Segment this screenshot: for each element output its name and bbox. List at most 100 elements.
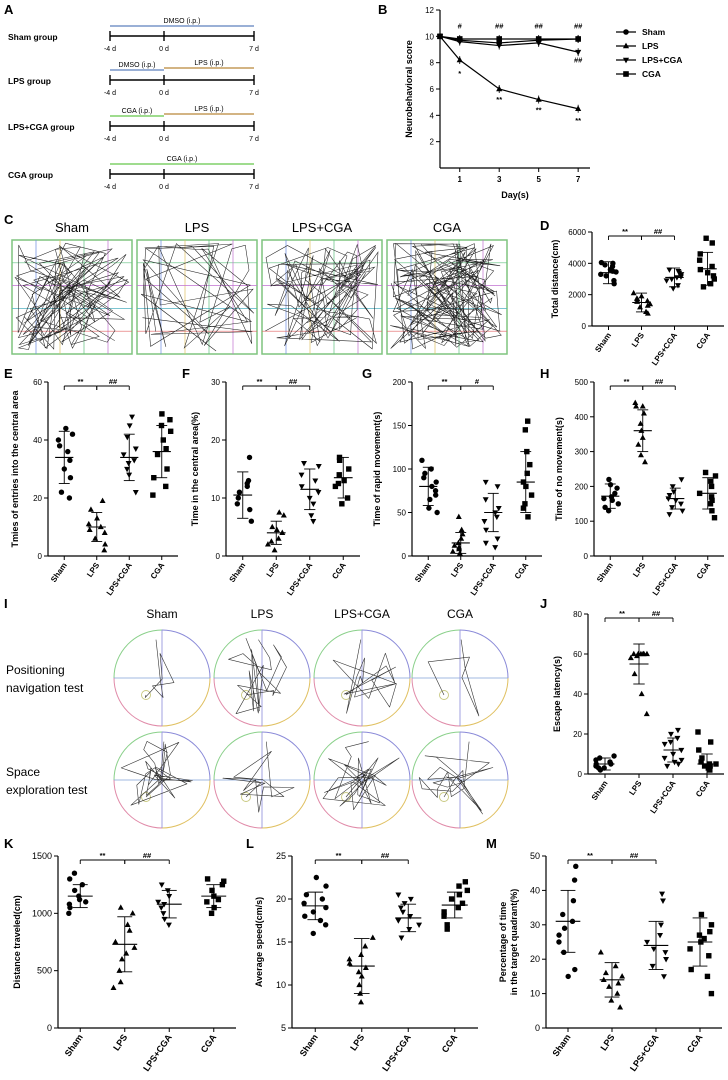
x-tick-label: CGA [199, 1032, 219, 1055]
data-point [56, 443, 63, 449]
y-tick-label: 6000 [568, 228, 586, 237]
data-point [637, 420, 644, 426]
data-point [66, 495, 73, 501]
data-point [708, 494, 715, 500]
data-point [630, 289, 637, 296]
data-point [520, 505, 527, 511]
pool-quadrant-edge [113, 731, 163, 781]
y-axis-label: Time in the central area(%) [190, 412, 200, 526]
y-tick-label: 30 [530, 920, 540, 930]
data-point [522, 427, 529, 433]
data-point [160, 437, 166, 443]
x-tick-label: CGA [330, 561, 348, 581]
y-axis-label: Neurobehavioral score [404, 40, 414, 138]
data-point [449, 548, 456, 554]
data-point [696, 257, 703, 263]
data-point [522, 501, 528, 507]
pool-quadrant-edge [261, 677, 311, 727]
data-point [640, 650, 647, 657]
pool-quadrant-edge [361, 779, 411, 829]
data-point [535, 96, 542, 102]
y-tick-label: 10 [425, 32, 434, 41]
y-tick-label: 10 [530, 989, 540, 999]
x-tick-label: LPS+CGA [648, 779, 677, 815]
x-axis-label: Day(s) [501, 190, 529, 200]
data-point [422, 470, 428, 477]
pool-quadrant-edge [459, 629, 509, 679]
data-point [605, 508, 612, 514]
data-point [708, 922, 715, 928]
x-tick-label: LPS [85, 560, 102, 578]
significance-mark: ## [574, 56, 583, 65]
y-tick-label: 40 [573, 690, 582, 699]
data-point [633, 403, 640, 409]
data-point [524, 418, 531, 424]
significance-mark: ## [655, 377, 664, 386]
panel-label-d: D [540, 218, 550, 233]
significance-mark: ## [654, 227, 663, 236]
legend-label: LPS [642, 41, 659, 51]
data-point [441, 909, 447, 915]
data-point [407, 896, 414, 903]
data-point [701, 763, 708, 769]
data-point [346, 466, 352, 472]
pool-quadrant-edge [459, 779, 509, 829]
y-tick-label: 100 [575, 517, 589, 526]
data-point [159, 411, 165, 417]
data-point [573, 863, 579, 870]
significance-mark: ** [496, 95, 502, 104]
data-point [707, 281, 714, 287]
data-point [661, 755, 668, 762]
significance-mark: ## [652, 609, 661, 618]
data-point [678, 477, 685, 483]
pool-quadrant-edge [113, 629, 163, 679]
data-point [709, 240, 715, 246]
maze-pool [411, 731, 509, 829]
data-point [322, 922, 329, 928]
y-axis-label: Distance traveled(cm) [12, 895, 22, 989]
data-point [66, 910, 72, 917]
data-point [598, 259, 605, 266]
platform-marker [141, 792, 151, 802]
x-tick-label: LPS+CGA [285, 561, 314, 597]
x-tick-label: Sham [595, 561, 615, 584]
data-point [215, 896, 222, 903]
timeline-tick-label: 7 d [249, 46, 259, 53]
data-point [315, 463, 322, 470]
legend-label: CGA [642, 69, 661, 79]
significance-mark: # [458, 21, 463, 30]
timeline-tick-label: 7 d [249, 184, 259, 191]
movement-track [265, 243, 379, 350]
data-point [677, 501, 684, 508]
data-point [315, 490, 322, 496]
timeline-tick-label: -4 d [104, 136, 116, 143]
y-tick-label: 20 [530, 954, 540, 964]
data-point [397, 905, 404, 911]
data-point [355, 968, 362, 975]
significance-mark: ** [336, 851, 342, 860]
data-point [664, 763, 671, 770]
pool-quadrant-edge [161, 779, 211, 829]
swim-path [332, 639, 397, 714]
data-point [496, 36, 503, 42]
x-tick-label: LPS+CGA [380, 1032, 413, 1073]
data-point [83, 899, 89, 905]
timeline-group-label: Sham group [8, 32, 58, 42]
data-point [55, 437, 62, 443]
x-tick-label: Sham [228, 561, 248, 584]
data-point [619, 973, 626, 979]
data-point [164, 888, 171, 894]
pool-quadrant-edge [313, 629, 363, 679]
swim-path [322, 741, 400, 810]
data-point [669, 505, 675, 511]
data-point [456, 892, 463, 898]
y-tick-label: 10 [211, 494, 220, 503]
data-point [456, 36, 463, 42]
data-point [456, 550, 463, 556]
data-point [163, 483, 169, 490]
data-point [67, 904, 73, 911]
y-tick-label: 0 [47, 1023, 52, 1033]
data-point [301, 461, 307, 467]
data-point [615, 501, 622, 507]
data-point [319, 896, 326, 902]
